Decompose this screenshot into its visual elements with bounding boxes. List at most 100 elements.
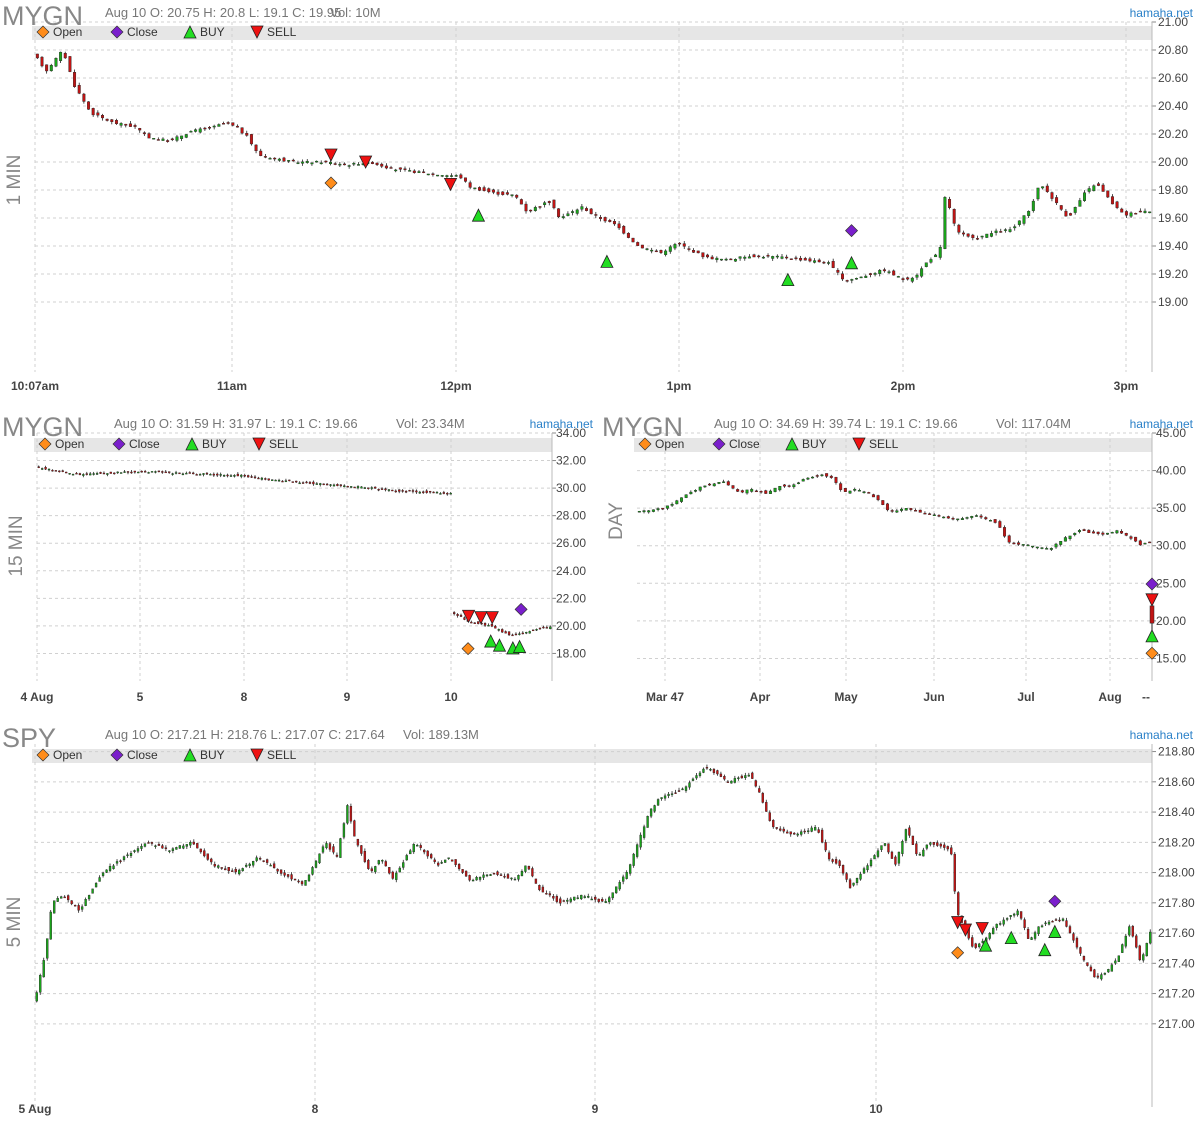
sell-marker xyxy=(1145,593,1159,607)
candle-body xyxy=(980,235,984,238)
candle-body xyxy=(845,280,849,282)
candle-body xyxy=(848,490,852,494)
candle-body xyxy=(1061,918,1065,921)
candle-body xyxy=(993,519,997,523)
candle-body xyxy=(881,500,885,505)
candle-body xyxy=(477,187,481,191)
candle-body xyxy=(339,484,342,487)
candle-body xyxy=(906,277,910,280)
candle-body xyxy=(528,631,531,634)
candle-body xyxy=(174,472,178,474)
candle-body xyxy=(524,203,528,212)
candle-body xyxy=(112,865,115,870)
candle-body xyxy=(925,844,929,849)
x-tick-label: 1pm xyxy=(667,379,692,393)
candle-body xyxy=(363,487,367,489)
candle-body xyxy=(468,182,472,188)
candle-body xyxy=(433,859,436,862)
candle-body xyxy=(956,518,960,521)
candle-body xyxy=(503,875,506,878)
candle-body xyxy=(437,862,440,866)
candle-body xyxy=(841,273,844,280)
candle-body xyxy=(663,795,667,799)
candle-body xyxy=(468,875,471,881)
candle-body xyxy=(263,156,267,158)
candle-body xyxy=(489,874,492,876)
candle-body xyxy=(245,133,249,136)
candle-body xyxy=(226,122,230,124)
candle-body xyxy=(412,170,416,173)
candle-body xyxy=(401,490,404,492)
candle-body xyxy=(325,483,329,486)
candle-body xyxy=(636,242,640,246)
candle-body xyxy=(824,842,827,851)
close-marker xyxy=(112,437,126,451)
candle-body xyxy=(803,258,807,261)
candle-body xyxy=(219,474,222,476)
candle-body xyxy=(82,93,86,102)
candle-body xyxy=(684,494,688,498)
candle-body xyxy=(946,516,950,519)
y-tick-label: 218.80 xyxy=(1158,745,1195,759)
legend-close: Close xyxy=(110,25,158,39)
candle-body xyxy=(883,843,887,846)
candle-body xyxy=(325,843,328,849)
candle-body xyxy=(670,793,674,795)
candle-body xyxy=(800,831,803,835)
candle-body xyxy=(915,843,918,855)
candle-body xyxy=(726,481,730,486)
candle-body xyxy=(710,256,714,260)
legend-open: Open xyxy=(38,437,84,451)
candle-body xyxy=(464,177,467,182)
trade-markers xyxy=(950,894,1062,960)
candle-body xyxy=(82,474,85,476)
candle-body xyxy=(1040,925,1044,928)
candle-body xyxy=(212,125,216,128)
candle-body xyxy=(1096,531,1100,534)
candle-body xyxy=(1054,919,1058,921)
candle-body xyxy=(473,622,476,624)
candle-body xyxy=(545,627,548,629)
candle-body xyxy=(855,878,859,884)
candle-body xyxy=(719,773,723,777)
close-marker xyxy=(514,602,528,616)
candle-body xyxy=(951,518,955,520)
candle-body xyxy=(929,842,932,845)
candle-body xyxy=(868,273,872,275)
candle-body xyxy=(511,634,514,637)
x-tick-label: Aug xyxy=(1098,690,1121,704)
candle-body xyxy=(423,849,426,853)
candle-body xyxy=(449,492,452,495)
chart-panel-1min: 21.00 20.80 20.60 20.40 20.20 20.00 19.80 19.60… xyxy=(0,0,1200,400)
candle-body xyxy=(845,873,848,880)
candle-body xyxy=(679,497,683,502)
candle-body xyxy=(398,867,401,873)
candles xyxy=(37,465,552,637)
candle-body xyxy=(909,508,913,510)
candle-body xyxy=(1059,541,1063,545)
candle-body xyxy=(576,897,579,899)
candle-body xyxy=(513,878,517,881)
candle-body xyxy=(834,476,838,483)
candle-body xyxy=(873,273,877,275)
y-tick-label: 217.20 xyxy=(1158,987,1195,1001)
candle-body xyxy=(161,471,164,473)
candle-body xyxy=(890,851,894,859)
candle-body xyxy=(195,474,198,476)
candle-body xyxy=(682,243,686,247)
candle-body xyxy=(482,187,486,191)
candle-body xyxy=(759,491,763,493)
candle-body xyxy=(1107,969,1110,973)
candle-body xyxy=(747,256,751,259)
candle-body xyxy=(485,874,489,877)
candle-body xyxy=(1103,972,1107,975)
candle-body xyxy=(709,769,712,771)
candle-body xyxy=(597,898,600,902)
candle-body xyxy=(384,861,387,867)
candle-body xyxy=(965,517,969,519)
candle-body xyxy=(110,119,114,122)
candle-body xyxy=(360,486,363,489)
x-tick-label: 12pm xyxy=(440,379,471,393)
candle-body xyxy=(426,173,430,176)
ohlc-info: Aug 10 O: 20.75 H: 20.8 L: 19.1 C: 19.95 xyxy=(105,5,341,20)
